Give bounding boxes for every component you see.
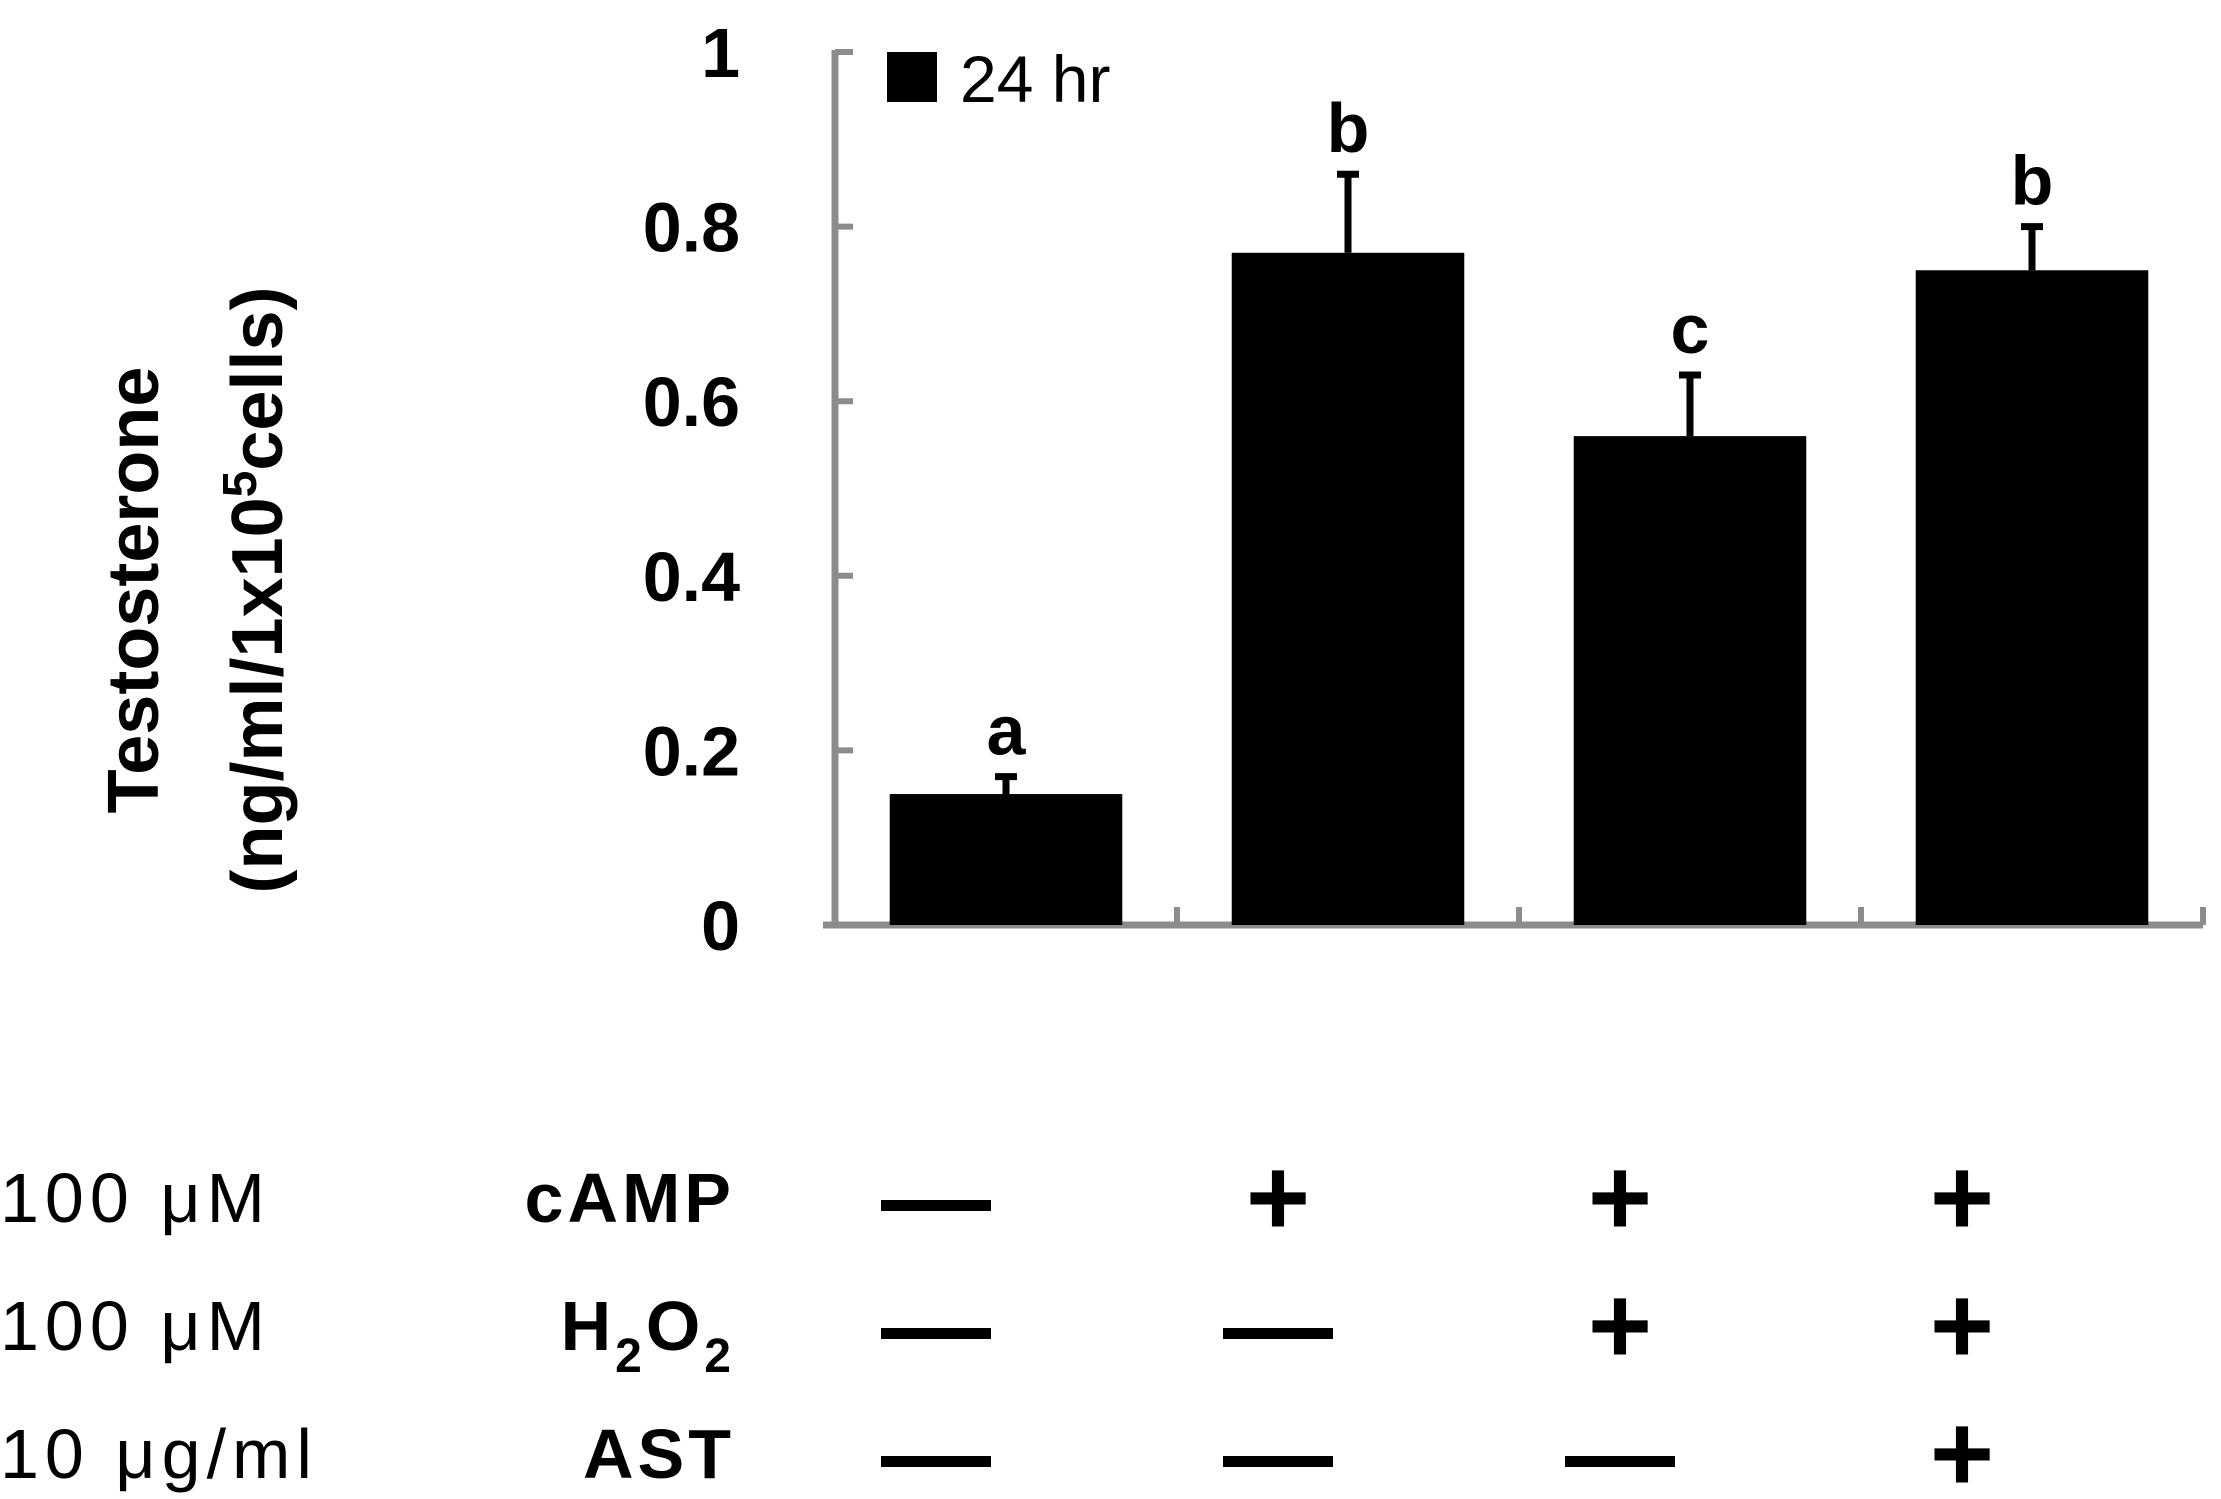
y-tick-label: 0.2 [643, 712, 740, 790]
treatment-sign: + [1930, 1136, 1994, 1259]
legend: 24 hr [887, 42, 1110, 116]
treatment-conc-h2o2: 100 μM [0, 1287, 271, 1365]
treatment-sign: + [1588, 1264, 1652, 1387]
y-tick-label: 0.4 [643, 538, 740, 616]
treatment-conc-ast: 10 μg/ml [0, 1415, 318, 1493]
treatment-sign: — [1223, 1264, 1333, 1387]
bar [1573, 436, 1807, 925]
treatment-sign: + [1588, 1136, 1652, 1259]
y-tick-label: 0.8 [643, 189, 740, 267]
treatment-sign: + [1930, 1264, 1994, 1387]
significance-letter: a [987, 692, 1027, 770]
treatment-sign: — [881, 1264, 991, 1387]
treatment-sign: + [1246, 1136, 1310, 1259]
legend-label: 24 hr [960, 42, 1110, 116]
y-tick-label: 1 [701, 14, 740, 92]
bars [889, 252, 2149, 926]
bar [1231, 252, 1465, 926]
significance-letter: b [1327, 89, 1370, 167]
treatment-signs: — + + +— — + +— — — + [881, 1136, 1994, 1499]
treatment-sign: — [1223, 1392, 1333, 1499]
y-axis-label-line2: (ng/ml/1x105cells) [214, 287, 298, 894]
y-axis-label-line1: Testosterone [94, 367, 174, 814]
significance-letter: c [1671, 290, 1710, 368]
y-tick-labels: 0 0.2 0.4 0.6 0.8 1 [643, 14, 740, 965]
y-tick-label: 0.6 [643, 363, 740, 441]
treatment-sign: — [881, 1136, 991, 1259]
legend-swatch [887, 52, 937, 102]
significance-letters: a b c b [987, 89, 2054, 769]
significance-letter: b [2011, 142, 2054, 220]
treatment-table: 100 μM cAMP 100 μM H2O2 10 μg/ml AST [0, 1159, 735, 1493]
treatment-name-ast: AST [583, 1415, 735, 1493]
bar [1915, 270, 2149, 925]
y-axis-label: Testosterone (ng/ml/1x105cells) [94, 287, 298, 894]
treatment-name-camp: cAMP [525, 1159, 735, 1237]
error-bars [995, 170, 2043, 795]
bar [889, 794, 1123, 925]
treatment-sign: — [1565, 1392, 1675, 1499]
treatment-name-h2o2: H2O2 [561, 1287, 735, 1383]
treatment-conc-camp: 100 μM [0, 1159, 271, 1237]
treatment-sign: + [1930, 1392, 1994, 1499]
y-tick-label: 0 [701, 887, 740, 965]
treatment-sign: — [881, 1392, 991, 1499]
